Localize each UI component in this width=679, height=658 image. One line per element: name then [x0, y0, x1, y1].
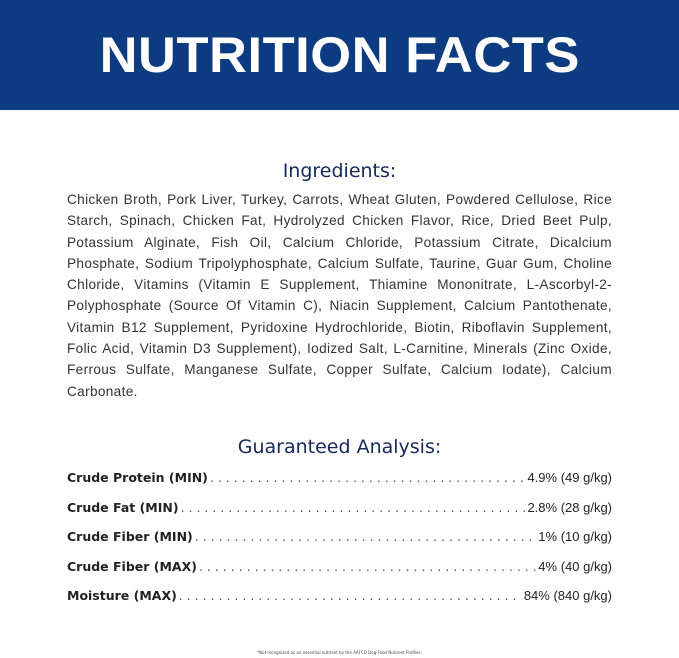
ingredients-heading: Ingredients:: [282, 160, 397, 182]
dot-leader: [179, 588, 522, 603]
row-value: 2.8% (28 g/kg): [527, 499, 612, 515]
analysis-row: Crude Fiber (MIN) 1% (10 g/kg): [67, 529, 612, 559]
analysis-row: Crude Fiber (MAX) 4% (40 g/kg): [67, 559, 612, 589]
analysis-row: Crude Fat (MIN) 2.8% (28 g/kg): [67, 500, 612, 530]
dot-leader: [195, 529, 537, 544]
row-value: 4% (40 g/kg): [538, 558, 612, 574]
ingredients-text: Chicken Broth, Pork Liver, Turkey, Carro…: [67, 192, 612, 399]
row-label: Crude Protein (MIN): [67, 470, 208, 485]
row-value: 4.9% (49 g/kg): [527, 470, 612, 485]
analysis-row: Moisture (MAX) 84% (840 g/kg): [67, 588, 612, 618]
row-value: 1% (10 g/kg): [538, 529, 612, 545]
page-title: NUTRITION FACTS: [99, 27, 580, 83]
analysis-table: Crude Protein (MIN) 4.9% (49 g/kg) Crude …: [67, 470, 612, 618]
dot-leader: [210, 470, 526, 485]
row-label: Crude Fat (MIN): [67, 499, 179, 515]
row-label: Moisture (MAX): [67, 588, 177, 604]
dot-leader: [181, 500, 526, 515]
row-label: Crude Fiber (MIN): [67, 529, 193, 545]
header-banner: NUTRITION FACTS: [0, 0, 679, 110]
analysis-heading: Guaranteed Analysis:: [237, 436, 442, 458]
footnote: *Not recognized as an essential nutrient…: [257, 650, 422, 655]
analysis-row: Crude Protein (MIN) 4.9% (49 g/kg): [67, 470, 612, 500]
row-label: Crude Fiber (MAX): [67, 558, 197, 574]
row-value: 84% (840 g/kg): [523, 588, 612, 604]
dot-leader: [199, 559, 536, 574]
